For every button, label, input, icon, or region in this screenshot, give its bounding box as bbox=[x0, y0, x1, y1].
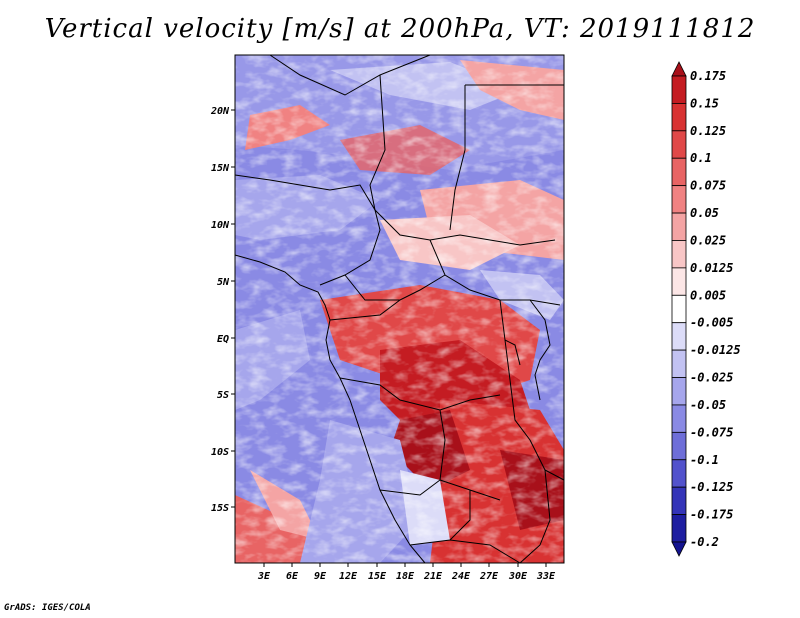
lat-label: 15S bbox=[211, 503, 229, 514]
colorbar-swatch bbox=[671, 349, 687, 378]
colorbar-swatch bbox=[671, 103, 687, 132]
colorbar-swatch bbox=[671, 404, 687, 433]
colorbar-label: -0.005 bbox=[690, 316, 733, 330]
colorbar-swatch bbox=[671, 294, 687, 324]
lat-label: 5N bbox=[217, 277, 230, 288]
chart-title: Vertical velocity [m/s] at 200hPa, VT: 2… bbox=[44, 14, 756, 44]
velocity-field bbox=[235, 55, 564, 563]
colorbar-label: 0.15 bbox=[690, 96, 719, 110]
colorbar: 0.175 0.15 0.125 0.1 0.075 0.05 0.025 0.0125 0.0… bbox=[671, 61, 741, 557]
lat-label: 10N bbox=[211, 220, 230, 231]
colorbar-swatch bbox=[671, 75, 687, 104]
colorbar-label: 0.125 bbox=[690, 124, 726, 138]
colorbar-swatch bbox=[671, 541, 687, 557]
colorbar-label: -0.1 bbox=[690, 453, 719, 467]
colorbar-label: 0.005 bbox=[690, 288, 726, 302]
lon-label: 18E bbox=[396, 571, 415, 582]
lat-label: 10S bbox=[211, 447, 229, 458]
colorbar-swatch bbox=[671, 377, 687, 406]
colorbar-swatch bbox=[671, 240, 687, 269]
colorbar-swatch bbox=[671, 130, 687, 159]
colorbar-swatch bbox=[671, 431, 687, 461]
lon-label: 3E bbox=[257, 571, 271, 582]
colorbar-swatch bbox=[671, 322, 687, 351]
colorbar-label: 0.0125 bbox=[690, 261, 733, 275]
colorbar-swatch bbox=[671, 212, 687, 241]
colorbar-label: -0.0125 bbox=[690, 343, 741, 357]
colorbar-swatch bbox=[671, 267, 687, 296]
lat-label: 20N bbox=[210, 106, 230, 117]
lon-axis: 3E 6E 9E 12E 15E 18E 21E 24E 27E 30E 33E bbox=[257, 563, 556, 582]
lat-label: 5S bbox=[217, 390, 229, 401]
lon-label: 30E bbox=[508, 571, 528, 582]
colorbar-label: -0.175 bbox=[690, 508, 733, 522]
lat-label: EQ bbox=[217, 334, 229, 345]
colorbar-swatch bbox=[671, 459, 687, 488]
colorbar-label: 0.075 bbox=[690, 179, 726, 193]
colorbar-label: -0.075 bbox=[690, 425, 733, 439]
lon-label: 33E bbox=[536, 571, 556, 582]
colorbar-swatch bbox=[671, 61, 687, 77]
grads-credit: GrADS: IGES/COLA bbox=[4, 603, 91, 613]
colorbar-swatch bbox=[671, 486, 687, 515]
colorbar-label: 0.05 bbox=[690, 206, 719, 220]
colorbar-label: -0.025 bbox=[690, 371, 733, 385]
colorbar-swatch bbox=[671, 185, 687, 214]
colorbar-label: -0.05 bbox=[690, 398, 726, 412]
lat-axis: 20N 15N 10N 5N EQ 5S 10S 15S bbox=[210, 106, 235, 514]
colorbar-label: 0.025 bbox=[690, 233, 726, 247]
country-borders bbox=[234, 54, 565, 564]
colorbar-label: -0.2 bbox=[690, 535, 719, 549]
lon-label: 27E bbox=[479, 571, 499, 582]
lon-label: 9E bbox=[314, 571, 327, 582]
lon-label: 12E bbox=[339, 571, 358, 582]
lon-label: 21E bbox=[423, 571, 443, 582]
colorbar-label: 0.175 bbox=[690, 69, 726, 83]
lon-label: 6E bbox=[286, 571, 299, 582]
lon-label: 24E bbox=[451, 571, 471, 582]
colorbar-label: 0.1 bbox=[690, 151, 712, 165]
lon-label: 15E bbox=[368, 571, 387, 582]
lat-label: 15N bbox=[211, 163, 230, 174]
colorbar-swatch bbox=[671, 157, 687, 187]
colorbar-label: -0.125 bbox=[690, 480, 733, 494]
colorbar-swatch bbox=[671, 514, 687, 543]
